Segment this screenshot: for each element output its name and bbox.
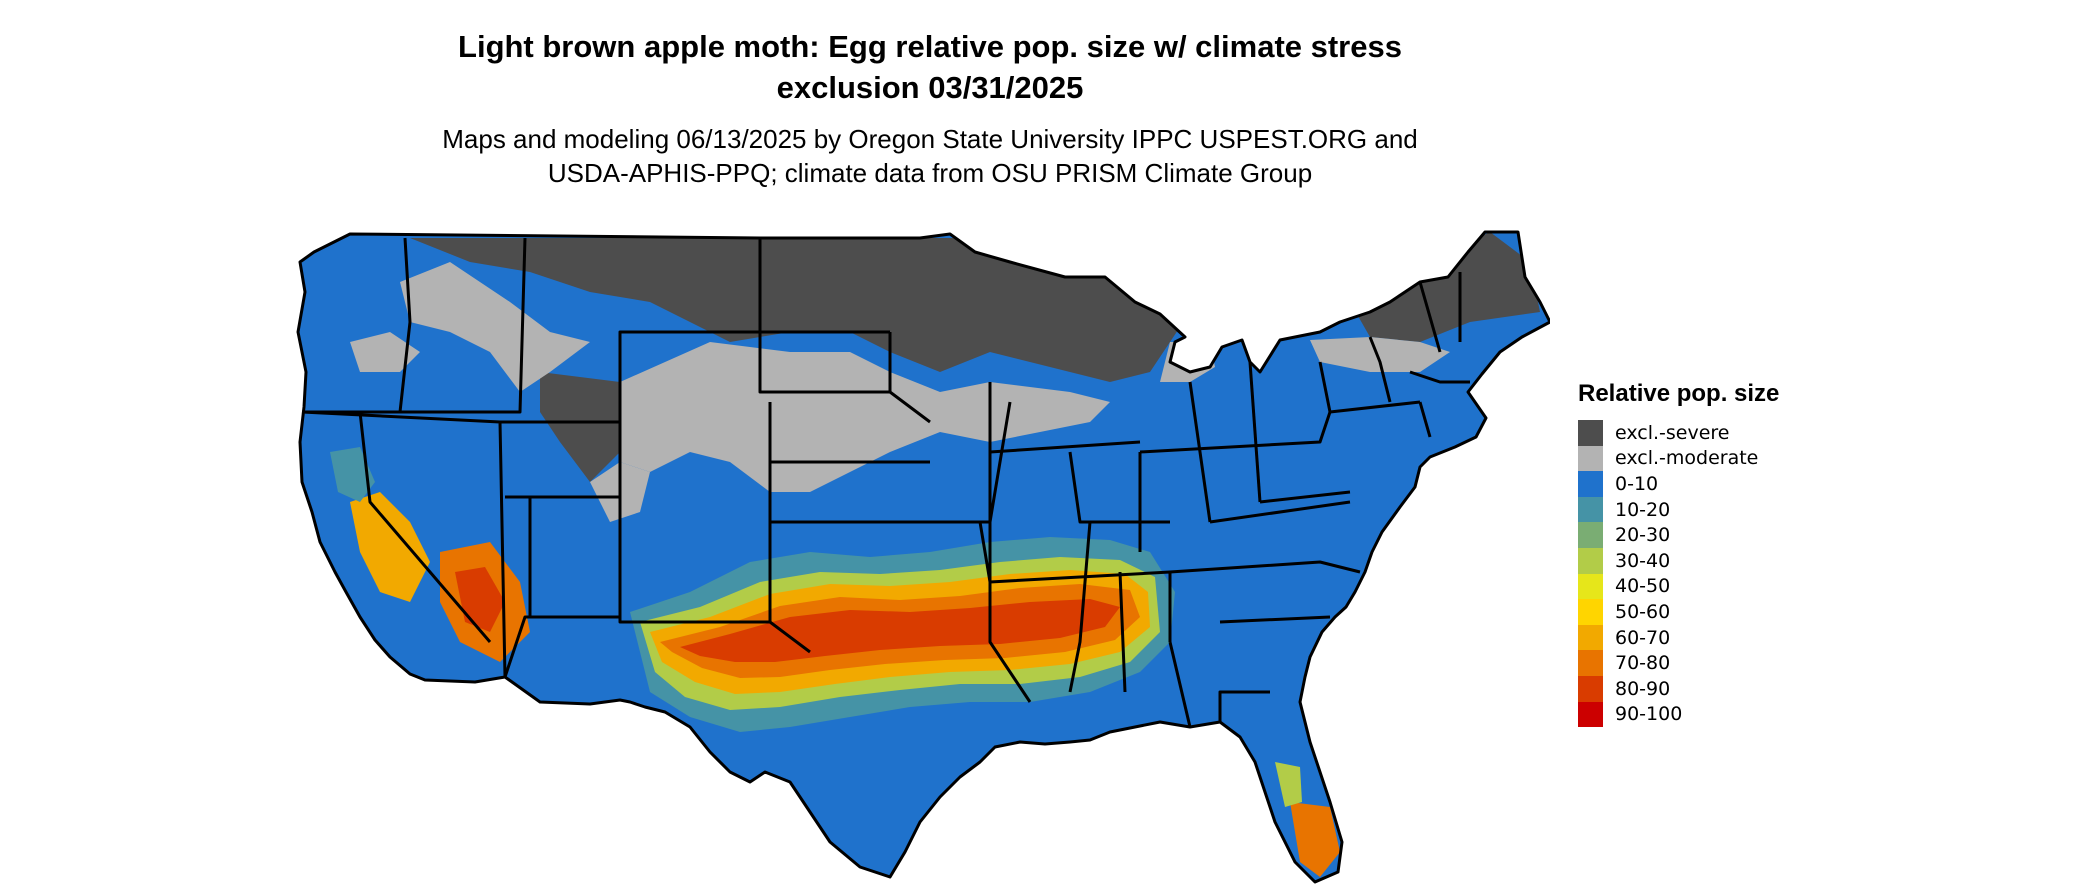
legend-swatch — [1578, 420, 1603, 446]
legend-swatch — [1578, 599, 1603, 625]
legend: Relative pop. size excl.-severe excl.-mo… — [1578, 380, 1780, 728]
legend-label: 70-80 — [1615, 652, 1671, 675]
map-title-line-2: exclusion 03/31/2025 — [776, 70, 1084, 105]
legend-item-0-10: 0-10 — [1578, 471, 1779, 497]
legend-swatch — [1578, 471, 1603, 497]
legend-title: Relative pop. size — [1578, 380, 1780, 407]
map-title: Light brown apple moth: Egg relative pop… — [0, 26, 1860, 108]
legend-item-10-20: 10-20 — [1578, 496, 1779, 523]
map-subtitle: Maps and modeling 06/13/2025 by Oregon S… — [0, 122, 1860, 190]
legend-item-30-40: 30-40 — [1578, 547, 1779, 574]
legend-item-40-50: 40-50 — [1578, 573, 1779, 600]
legend-item-60-70: 60-70 — [1578, 624, 1779, 651]
legend-swatch — [1578, 522, 1603, 548]
legend-item-90-100: 90-100 — [1578, 701, 1779, 728]
suitability-raster — [298, 232, 1550, 882]
legend-label: 90-100 — [1615, 703, 1683, 726]
legend-swatch — [1578, 650, 1603, 676]
state-borders — [296, 230, 1550, 884]
map-title-line-1: Light brown apple moth: Egg relative pop… — [458, 29, 1402, 64]
map-subtitle-line-2: USDA-APHIS-PPQ; climate data from OSU PR… — [547, 158, 1313, 188]
legend-swatch — [1578, 701, 1603, 728]
legend-item-80-90: 80-90 — [1578, 675, 1779, 702]
legend-label: excl.-severe — [1615, 421, 1730, 444]
legend-label: excl.-moderate — [1615, 447, 1759, 470]
legend-label: 50-60 — [1615, 600, 1671, 623]
legend-swatch — [1578, 624, 1603, 651]
legend-label: 10-20 — [1615, 498, 1671, 521]
legend-swatch — [1578, 573, 1603, 600]
map-subtitle-line-1: Maps and modeling 06/13/2025 by Oregon S… — [442, 124, 1418, 154]
legend-item-excl-severe: excl.-severe — [1578, 420, 1779, 446]
legend-label: 80-90 — [1615, 677, 1671, 700]
legend-item-70-80: 70-80 — [1578, 650, 1779, 676]
legend-label: 20-30 — [1615, 524, 1671, 547]
legend-swatch — [1578, 675, 1603, 702]
legend-items: excl.-severe excl.-moderate 0-10 10-20 2… — [1578, 420, 1779, 728]
legend-swatch — [1578, 496, 1603, 523]
legend-item-50-60: 50-60 — [1578, 599, 1779, 625]
legend-item-20-30: 20-30 — [1578, 522, 1779, 548]
legend-label: 30-40 — [1615, 549, 1671, 572]
legend-item-excl-moderate: excl.-moderate — [1578, 445, 1779, 472]
legend-label: 0-10 — [1615, 472, 1659, 495]
legend-swatch — [1578, 547, 1603, 574]
us-map — [296, 230, 1550, 884]
legend-swatch — [1578, 445, 1603, 472]
legend-label: 40-50 — [1615, 575, 1671, 598]
legend-label: 60-70 — [1615, 626, 1671, 649]
